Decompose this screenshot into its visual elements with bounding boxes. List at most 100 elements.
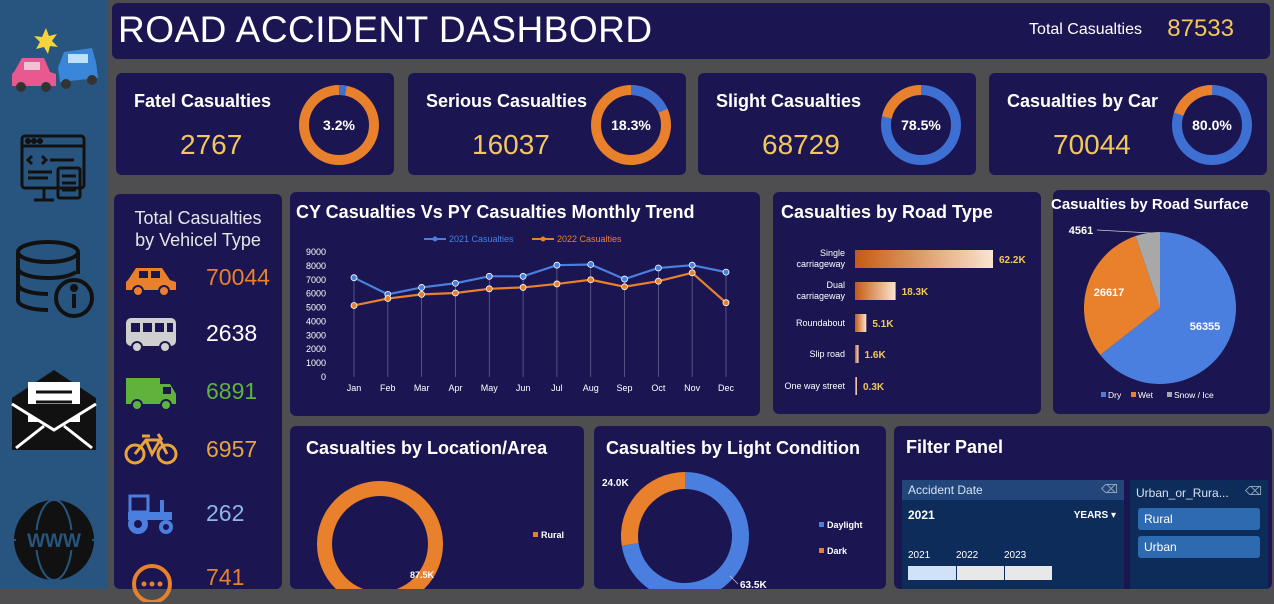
code-window-icon[interactable] xyxy=(8,128,100,210)
data-point[interactable] xyxy=(587,276,595,284)
clear-filter-icon[interactable]: ⌫ xyxy=(1101,482,1118,496)
leader-line xyxy=(1096,229,1152,234)
vehicle-panel-title-2: by Vehicel Type xyxy=(135,230,261,250)
road-type-bar[interactable] xyxy=(855,314,867,332)
data-point[interactable] xyxy=(688,261,696,269)
legend-swatch xyxy=(1101,392,1106,397)
road-type-value-label: 18.3K xyxy=(902,287,929,298)
data-point[interactable] xyxy=(452,279,459,287)
kpi-donut-chart: 18.3% xyxy=(591,85,671,165)
accident-date-header: Accident Date ⌫ xyxy=(902,480,1124,500)
road-type-label: Slip road xyxy=(809,349,845,359)
pie-value-label: 56355 xyxy=(1190,321,1221,333)
data-point[interactable] xyxy=(418,290,426,298)
legend-marker xyxy=(540,236,546,242)
years-dropdown[interactable]: YEARS ▾ xyxy=(1073,510,1116,521)
timeline-bar-2021[interactable] xyxy=(908,566,956,580)
road-type-bar[interactable] xyxy=(855,377,857,395)
y-tick-label: 6000 xyxy=(306,289,326,299)
timeline-bar-2023[interactable] xyxy=(1005,566,1052,580)
data-point[interactable] xyxy=(654,277,662,285)
timeline-bar-2022[interactable] xyxy=(957,566,1004,580)
year-option-2021[interactable]: 2021 xyxy=(908,550,931,561)
data-point[interactable] xyxy=(485,272,493,280)
donut-segment[interactable] xyxy=(621,472,685,546)
kpi-card: Slight Casualties 68729 78.5% xyxy=(698,73,976,175)
year-option-2023[interactable]: 2023 xyxy=(1004,550,1027,561)
x-tick-label: Feb xyxy=(380,383,396,393)
vehicle-row-tractor: 262 xyxy=(122,490,282,540)
van-icon xyxy=(126,378,176,411)
database-info-icon[interactable] xyxy=(8,236,100,318)
data-point[interactable] xyxy=(688,269,696,277)
x-tick-label: May xyxy=(481,383,499,393)
data-point[interactable] xyxy=(654,264,662,272)
clear-filter-icon[interactable]: ⌫ xyxy=(1245,484,1262,498)
vehicle-value-bicycle: 6957 xyxy=(206,436,258,462)
location-donut-chart: 87.5K Rural xyxy=(317,481,564,590)
kpi-card: Casualties by Car 70044 80.0% xyxy=(989,73,1267,175)
header-bar: ROAD ACCIDENT DASHBORD Total Casualties … xyxy=(112,3,1270,59)
kpi-value: 2767 xyxy=(180,129,243,160)
donut-value-label: 24.0K xyxy=(602,478,629,489)
vehicle-row-van: 6891 xyxy=(122,368,282,418)
legend-label: 2021 Casualties xyxy=(449,234,514,244)
area-option-rural[interactable]: Rural xyxy=(1138,508,1260,530)
year-option-2022[interactable]: 2022 xyxy=(956,550,979,561)
road-type-bar[interactable] xyxy=(855,345,859,363)
vehicle-row-bus: 2638 xyxy=(122,310,282,360)
accident-date-slicer: Accident Date ⌫ 2021 YEARS ▾ 2021 2022 2… xyxy=(902,480,1124,589)
kpi-label: Slight Casualties xyxy=(716,91,862,111)
mail-envelope-icon[interactable] xyxy=(8,364,100,450)
area-option-urban[interactable]: Urban xyxy=(1138,536,1260,558)
vehicle-value-car: 70044 xyxy=(206,264,270,290)
donut-segment[interactable] xyxy=(621,472,749,589)
data-point[interactable] xyxy=(485,285,493,293)
data-point[interactable] xyxy=(452,289,459,297)
donut-segment[interactable] xyxy=(317,481,443,590)
vehicle-value-tractor: 262 xyxy=(206,500,245,526)
svg-text:WWW: WWW xyxy=(27,531,81,552)
legend-label: Daylight xyxy=(827,520,863,530)
vehicle-type-panel: Total Casualties by Vehicel Type 70044 2… xyxy=(114,194,282,602)
vehicle-row-bicycle: 6957 xyxy=(122,426,282,476)
location-title: Casualties by Location/Area xyxy=(306,438,548,458)
other-vehicle-icon xyxy=(132,564,172,602)
location-panel: Casualties by Location/Area 87.5K Rural xyxy=(290,426,584,589)
y-tick-label: 3000 xyxy=(306,330,326,340)
data-point[interactable] xyxy=(587,261,595,268)
data-point[interactable] xyxy=(418,284,426,291)
road-type-bar[interactable] xyxy=(855,250,993,268)
data-point[interactable] xyxy=(553,261,561,269)
kpi-percent-label: 3.2% xyxy=(323,117,355,133)
x-tick-label: Nov xyxy=(684,383,701,393)
data-point[interactable] xyxy=(621,275,628,283)
x-tick-label: Jan xyxy=(347,383,362,393)
road-type-bar[interactable] xyxy=(855,282,896,300)
pie-slice[interactable] xyxy=(1135,232,1160,308)
data-point[interactable] xyxy=(384,295,392,302)
x-tick-label: Sep xyxy=(617,383,633,393)
data-point[interactable] xyxy=(722,299,730,307)
pie-slice[interactable] xyxy=(1100,232,1236,384)
legend-label: Dark xyxy=(827,546,848,556)
data-point[interactable] xyxy=(519,284,527,291)
road-type-label: One way street xyxy=(784,381,845,391)
road-type-label: Roundabout xyxy=(796,318,846,328)
kpi-donut-segment xyxy=(1172,85,1252,165)
www-globe-icon[interactable]: WWW xyxy=(8,494,100,581)
data-point[interactable] xyxy=(722,268,730,276)
total-casualties-value: 87533 xyxy=(1167,15,1234,42)
data-point[interactable] xyxy=(350,274,358,282)
urban-rural-header: Urban_or_Rura... ⌫ xyxy=(1130,480,1268,504)
pie-slice[interactable] xyxy=(1084,236,1160,356)
car-crash-icon[interactable] xyxy=(8,22,100,104)
data-point[interactable] xyxy=(519,272,527,280)
data-point[interactable] xyxy=(621,283,628,291)
data-point[interactable] xyxy=(553,280,561,288)
data-point[interactable] xyxy=(350,302,358,309)
y-tick-label: 4000 xyxy=(306,316,326,326)
kpi-donut-segment xyxy=(591,85,671,165)
legend-swatch xyxy=(1167,392,1172,397)
light-condition-panel: Casualties by Light Condition 63.5K 24.0K… xyxy=(594,426,886,589)
